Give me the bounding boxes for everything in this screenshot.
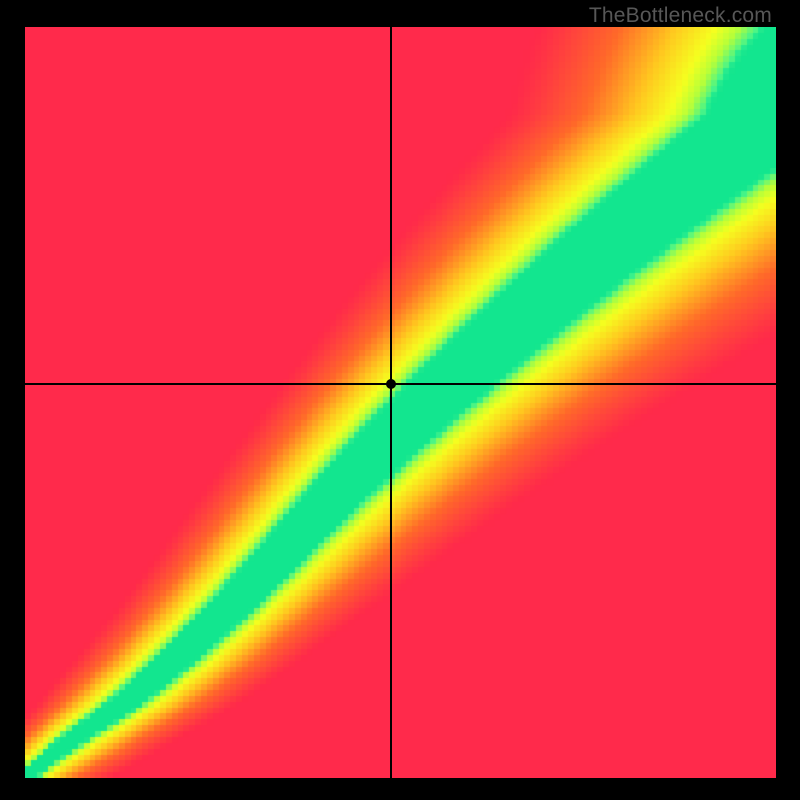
- watermark-text: TheBottleneck.com: [589, 4, 772, 28]
- heatmap-plot: [25, 27, 776, 778]
- crosshair-vertical: [390, 27, 392, 778]
- crosshair-marker: [386, 379, 396, 389]
- heatmap-canvas: [25, 27, 776, 778]
- crosshair-horizontal: [25, 383, 776, 385]
